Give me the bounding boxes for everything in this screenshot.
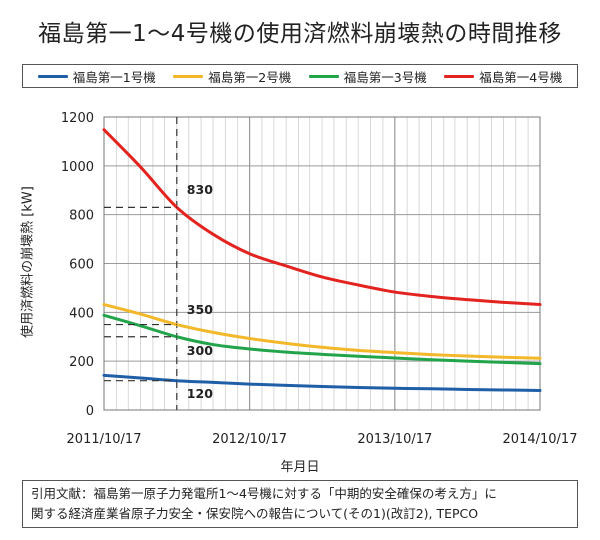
annotation-label: 120 (187, 386, 213, 401)
x-tick-label: 2012/10/17 (212, 432, 287, 447)
y-tick-label: 0 (86, 404, 94, 419)
legend-label: 福島第一4号機 (479, 69, 563, 85)
x-tick-label: 2013/10/17 (357, 432, 432, 447)
citation-line-1: 引用文献：福島第一原子力発電所1〜4号機に対する「中期的安全確保の考え方」に (31, 486, 497, 501)
y-tick-label: 600 (69, 258, 94, 273)
citation-box: 引用文献：福島第一原子力発電所1〜4号機に対する「中期的安全確保の考え方」に 関… (22, 480, 578, 528)
legend-label: 福島第一1号機 (72, 69, 156, 85)
legend-swatch (444, 74, 475, 78)
legend: 福島第一1号機 福島第一2号機 福島第一3号機 福島第一4号機 (22, 64, 578, 88)
legend-item: 福島第一4号機 (444, 67, 562, 86)
legend-swatch (173, 74, 204, 78)
y-tick-label: 400 (69, 306, 94, 321)
annotation-label: 300 (187, 343, 213, 358)
x-axis-label: 年月日 (280, 460, 320, 475)
chart-title: 福島第一1〜4号機の使用済燃料崩壊熱の時間推移 (38, 21, 562, 47)
legend-item: 福島第一2号機 (173, 67, 291, 86)
y-tick-label: 200 (69, 355, 94, 370)
plot-frame (103, 116, 541, 411)
legend-label: 福島第一3号機 (343, 69, 427, 85)
legend-swatch (37, 74, 68, 78)
legend-item: 福島第一1号機 (37, 67, 156, 86)
legend-swatch (308, 74, 339, 78)
y-tick-label: 1000 (61, 160, 94, 175)
citation-line-2: 関する経済産業省原子力安全・保安院への報告について(その1)(改訂2), TEP… (31, 506, 479, 521)
legend-label: 福島第一2号機 (208, 69, 292, 85)
x-tick-label: 2011/10/17 (67, 432, 142, 447)
y-axis-label: 使用済燃料の崩壊熱 [kW] (20, 186, 36, 338)
annotation-label: 350 (187, 302, 213, 317)
y-tick-label: 1200 (61, 111, 94, 126)
annotation-label: 830 (187, 182, 213, 197)
legend-item: 福島第一3号機 (308, 67, 427, 86)
plot-area: 0 200 400 600 800 1000 1200 2011/10/17 2012/10/1… (61, 111, 578, 447)
y-tick-label: 800 (69, 209, 94, 224)
x-tick-label: 2014/10/17 (503, 432, 578, 447)
